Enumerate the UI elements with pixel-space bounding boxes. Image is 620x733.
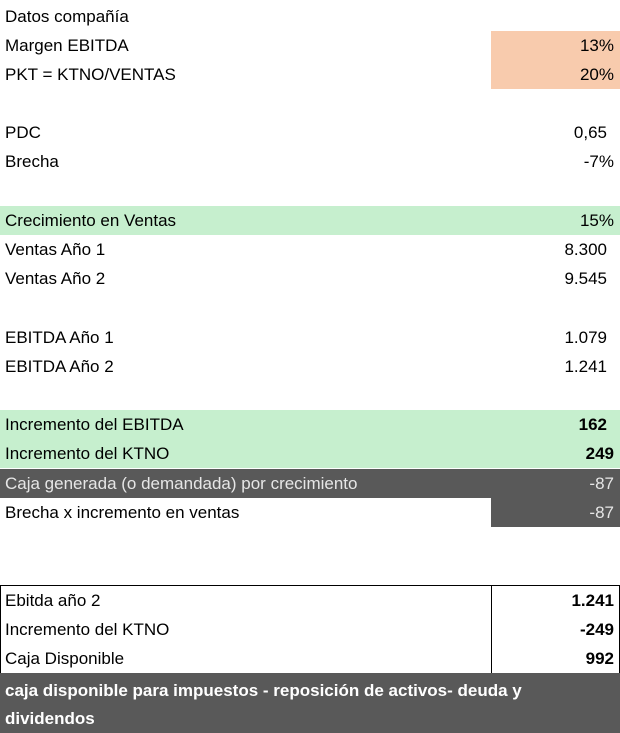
- label: Caja generada (o demandada) por crecimie…: [5, 474, 358, 493]
- row: EBITDA Año 1 1.079: [0, 323, 620, 352]
- value: 0,65: [573, 123, 607, 142]
- label: Ebitda año 2: [5, 591, 101, 610]
- divider: [491, 585, 492, 674]
- row: Caja Disponible 992: [0, 644, 620, 673]
- row: PDC 0,65: [0, 118, 620, 147]
- row: Incremento del KTNO 249: [0, 439, 620, 468]
- value: -249: [579, 620, 614, 639]
- row: Caja generada (o demandada) por crecimie…: [0, 469, 620, 498]
- label: Incremento del KTNO: [5, 620, 170, 639]
- value: 13%: [579, 36, 614, 55]
- row: Brecha -7%: [0, 147, 620, 176]
- label: Datos compañía: [5, 7, 129, 26]
- cell-bg: [491, 60, 620, 89]
- label: Incremento del KTNO: [5, 444, 170, 463]
- value: 8.300: [564, 240, 607, 259]
- row: Incremento del KTNO -249: [0, 615, 620, 644]
- value: 20%: [579, 65, 614, 84]
- value: 1.079: [564, 328, 607, 347]
- cell-bg: [491, 31, 620, 60]
- label: PDC: [5, 123, 41, 142]
- label: Ventas Año 2: [5, 269, 106, 288]
- label: Brecha: [5, 152, 59, 171]
- row: Ventas Año 2 9.545: [0, 264, 620, 293]
- label: EBITDA Año 2: [5, 357, 114, 376]
- label: EBITDA Año 1: [5, 328, 114, 347]
- row: PKT = KTNO/VENTAS 20%: [0, 60, 620, 89]
- value: -87: [589, 474, 614, 493]
- value: 992: [585, 649, 614, 668]
- row: Ebitda año 2 1.241: [0, 586, 620, 615]
- row: Crecimiento en Ventas 15%: [0, 206, 620, 235]
- value: -7%: [583, 152, 614, 171]
- label: Incremento del EBITDA: [5, 415, 184, 434]
- value: 162: [578, 415, 607, 434]
- value: 15%: [579, 211, 614, 230]
- row: EBITDA Año 2 1.241: [0, 352, 620, 381]
- label: Brecha x incremento en ventas: [5, 503, 240, 522]
- label: PKT = KTNO/VENTAS: [5, 65, 176, 84]
- value: -87: [589, 503, 614, 522]
- value: 9.545: [564, 269, 607, 288]
- value: 1.241: [571, 591, 614, 610]
- label: Caja Disponible: [5, 649, 125, 668]
- row: Incremento del EBITDA 162: [0, 410, 620, 439]
- row: Ventas Año 1 8.300: [0, 235, 620, 264]
- value: 1.241: [564, 357, 607, 376]
- row: Datos compañía: [0, 2, 620, 31]
- row: Margen EBITDA 13%: [0, 31, 620, 60]
- value: 249: [585, 444, 614, 463]
- footer: caja disponible para impuestos - reposic…: [0, 673, 620, 733]
- row: Brecha x incremento en ventas -87: [0, 498, 620, 527]
- label: Margen EBITDA: [5, 36, 129, 55]
- label: Ventas Año 1: [5, 240, 106, 259]
- label: Crecimiento en Ventas: [5, 211, 177, 230]
- cell-bg: [491, 498, 620, 527]
